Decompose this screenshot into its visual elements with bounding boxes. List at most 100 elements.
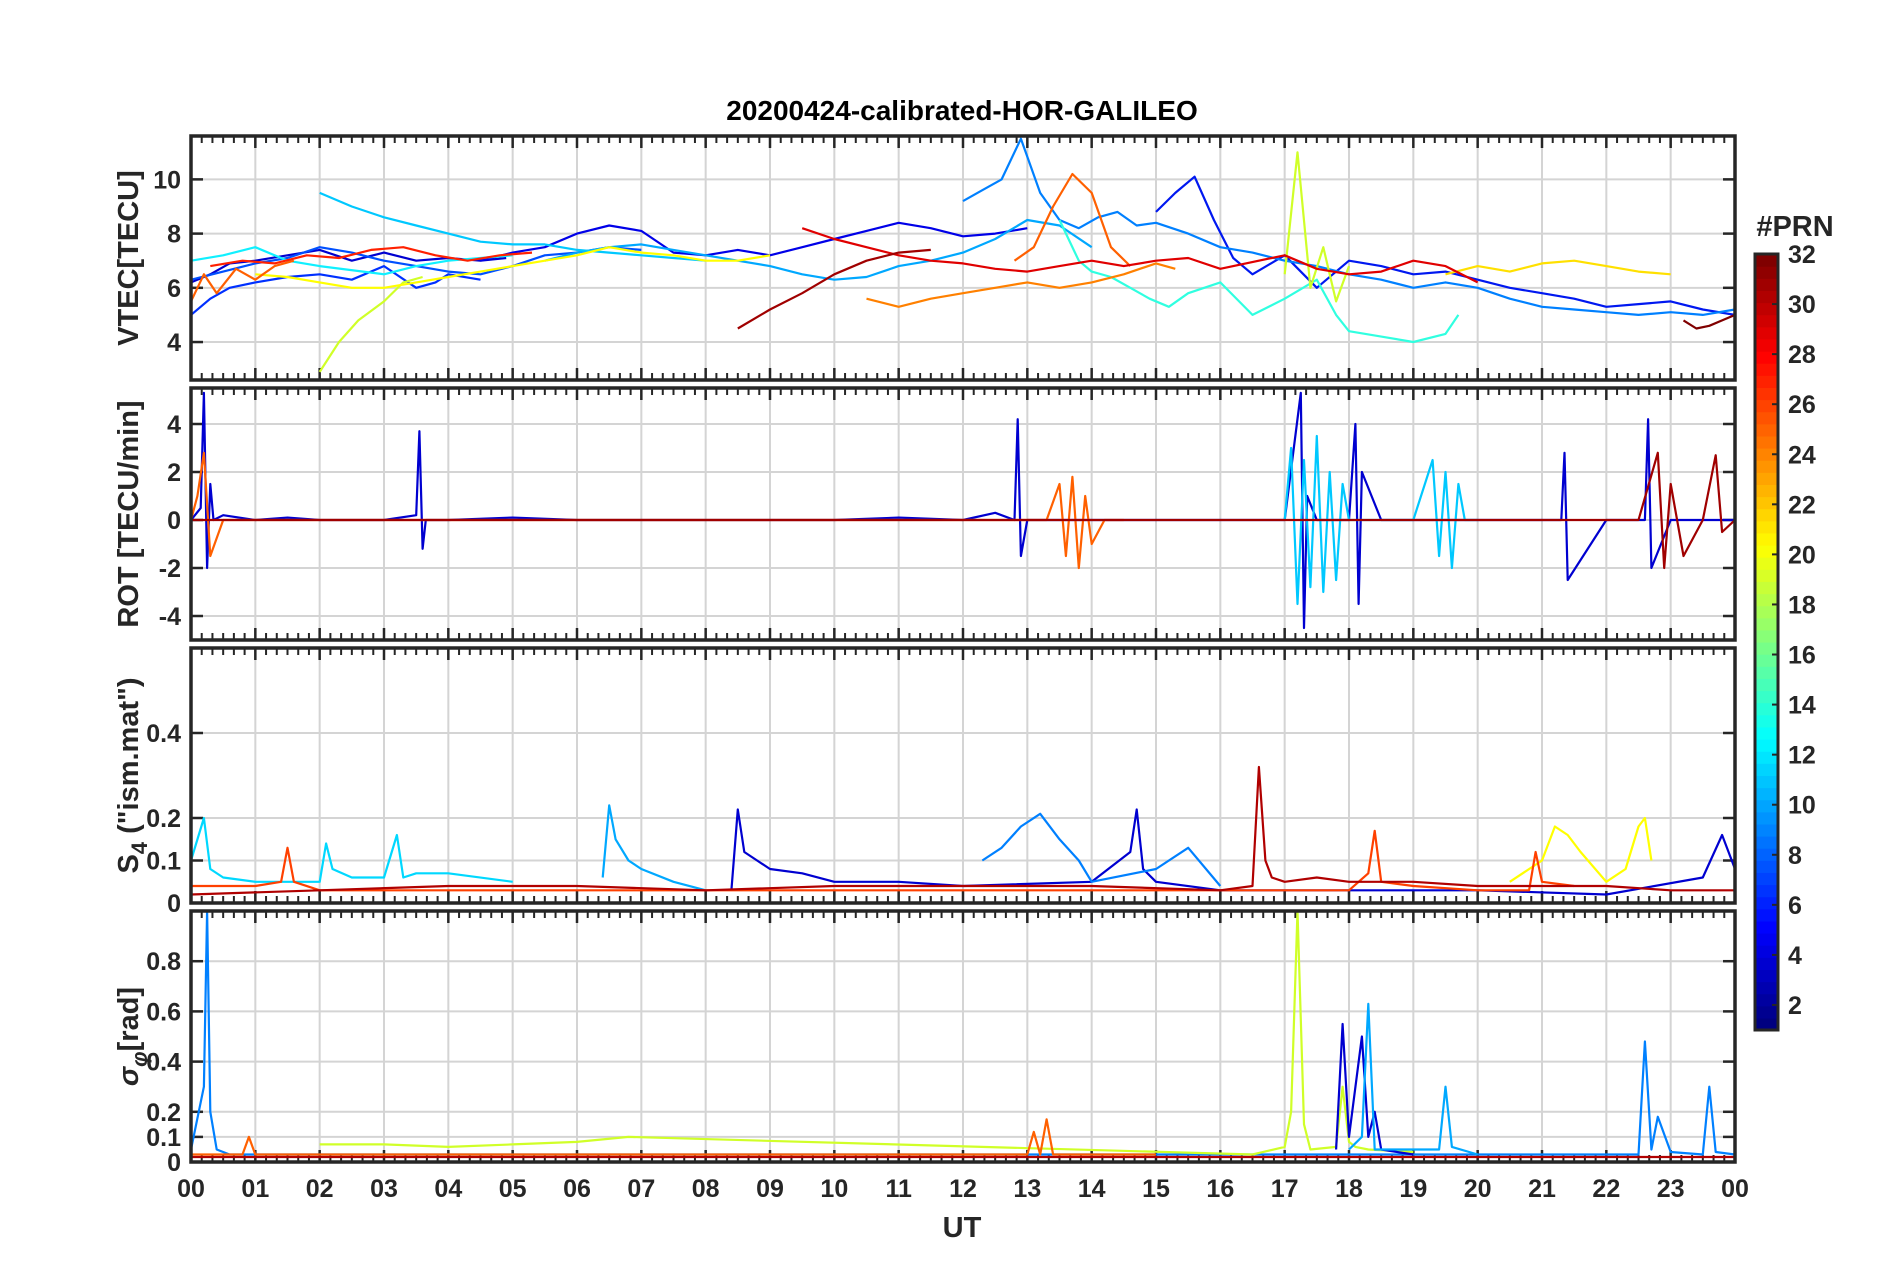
chart-title: 20200424-calibrated-HOR-GALILEO xyxy=(726,95,1198,126)
series-group xyxy=(191,137,1735,373)
colorbar-tick-label: 22 xyxy=(1788,491,1816,519)
colorbar-segment xyxy=(1755,629,1778,643)
colorbar-segment xyxy=(1755,508,1778,522)
x-tick-label: 22 xyxy=(1592,1175,1620,1203)
x-tick-label: 11 xyxy=(885,1175,912,1203)
colorbar-tick-label: 8 xyxy=(1788,842,1802,870)
colorbar-segment xyxy=(1755,314,1778,328)
x-tick-label: 15 xyxy=(1142,1175,1170,1203)
series-line-prn-3 xyxy=(480,221,1028,262)
x-tick-label: 05 xyxy=(499,1175,527,1203)
y-tick-label: 0 xyxy=(167,507,181,535)
x-tick-label: 03 xyxy=(370,1175,398,1203)
colorbar-segment xyxy=(1755,823,1778,837)
x-tick-label: 23 xyxy=(1657,1175,1685,1203)
y-tick-label: 8 xyxy=(167,221,181,249)
y-tick-label: 0.4 xyxy=(146,720,181,748)
colorbar-tick-label: 16 xyxy=(1788,642,1816,670)
colorbar-segment xyxy=(1755,775,1778,789)
y-label-sub: 4 xyxy=(127,841,152,854)
colorbar-segment xyxy=(1755,690,1778,704)
colorbar-segment xyxy=(1755,1005,1778,1019)
colorbar-segment xyxy=(1755,726,1778,740)
colorbar-label: #PRN xyxy=(1756,211,1833,243)
series-line-prn-32 xyxy=(1682,313,1735,330)
x-tick-label: 18 xyxy=(1335,1175,1363,1203)
series-line-prn-21 xyxy=(1445,259,1671,276)
colorbar-segment xyxy=(1755,739,1778,752)
y-axis-label: VTEC[TECU] xyxy=(113,170,145,346)
colorbar-segment xyxy=(1755,423,1778,437)
colorbar-tick-label: 12 xyxy=(1788,742,1816,770)
colorbar-segment xyxy=(1755,460,1778,473)
y-tick-label: 0 xyxy=(167,1149,181,1177)
series-line-prn-31 xyxy=(737,248,931,330)
colorbar-tick-label: 2 xyxy=(1788,992,1802,1020)
colorbar-segment xyxy=(1755,969,1778,983)
x-axis: 00 01 02 03 04 05 06 07 08 09 10 11 12 13 14 15 16 17 18 19… xyxy=(177,1175,1749,1203)
x-tick-label: 06 xyxy=(563,1175,591,1203)
colorbar-segment xyxy=(1755,520,1778,534)
colorbar-segment xyxy=(1755,302,1778,316)
colorbar-segment xyxy=(1755,678,1778,692)
x-tick-label: 20 xyxy=(1464,1175,1492,1203)
colorbar-segment xyxy=(1755,435,1778,449)
colorbar-segment xyxy=(1755,496,1778,510)
y-tick-label: 6 xyxy=(167,275,181,303)
colorbar-segment xyxy=(1755,617,1778,631)
colorbar-segment xyxy=(1755,569,1778,582)
y-tick-label: 0.1 xyxy=(146,1124,181,1152)
colorbar-segment xyxy=(1755,908,1778,922)
colorbar-segment xyxy=(1755,945,1778,958)
y-tick-label: 2 xyxy=(167,459,181,487)
colorbar-segment xyxy=(1755,484,1778,498)
y-label-rest: ("ism.mat") xyxy=(113,677,145,841)
series-line-prn-31 xyxy=(191,765,1735,896)
x-tick-label: 00 xyxy=(177,1175,205,1203)
colorbar-segment xyxy=(1755,472,1778,485)
series-line-prn-19 xyxy=(1283,151,1351,303)
colorbar-tick-label: 26 xyxy=(1788,391,1816,419)
y-tick-label: 0.1 xyxy=(146,848,181,876)
x-tick-label: 02 xyxy=(306,1175,334,1203)
series-line-prn-20 xyxy=(1509,816,1653,883)
series-line-prn-31 xyxy=(191,451,1735,570)
series-line-prn-11 xyxy=(319,191,706,262)
y-tick-label: 0.6 xyxy=(146,998,181,1026)
colorbar-segment xyxy=(1755,763,1778,776)
colorbar-segment xyxy=(1755,751,1778,764)
colorbar-segment xyxy=(1755,714,1778,728)
y-tick-label: 0.2 xyxy=(146,805,181,833)
panel-frame xyxy=(189,386,1737,642)
colorbar-segment xyxy=(1755,1017,1778,1031)
y-label-sub: φ xyxy=(127,1051,152,1066)
panel-frame xyxy=(189,646,1737,905)
series-line-prn-8 xyxy=(191,911,1735,1156)
series-line-prn-10 xyxy=(601,804,706,892)
colorbar-segment xyxy=(1755,448,1778,461)
x-tick-label: 13 xyxy=(1013,1175,1041,1203)
colorbar-segment xyxy=(1755,338,1778,352)
y-tick-label: 0.8 xyxy=(146,948,181,976)
colorbar-tick-label: 28 xyxy=(1788,341,1816,369)
colorbar-segment xyxy=(1755,896,1778,910)
series-line-prn-28 xyxy=(210,246,533,268)
series-line-prn-5 xyxy=(191,265,481,316)
colorbar-segment xyxy=(1755,278,1778,291)
colorbar-segment xyxy=(1755,787,1778,801)
x-tick-label: 12 xyxy=(949,1175,977,1203)
colorbar-segment xyxy=(1755,254,1778,267)
x-axis-label: UT xyxy=(943,1212,982,1244)
colorbar-segment xyxy=(1755,387,1778,401)
y-tick-label: -2 xyxy=(159,555,181,583)
series-line-prn-14 xyxy=(1058,219,1460,344)
y-tick-label: 4 xyxy=(167,329,181,357)
series-line-prn-19 xyxy=(318,275,423,373)
colorbar-tick-label: 18 xyxy=(1788,591,1816,619)
panel-rot: -4 -2 0 2 4 ROT [TECU/min] xyxy=(113,386,1737,642)
colorbar-segment xyxy=(1755,363,1778,376)
panel-frame xyxy=(189,134,1737,382)
y-axis-label: σφ[rad] xyxy=(113,987,152,1086)
